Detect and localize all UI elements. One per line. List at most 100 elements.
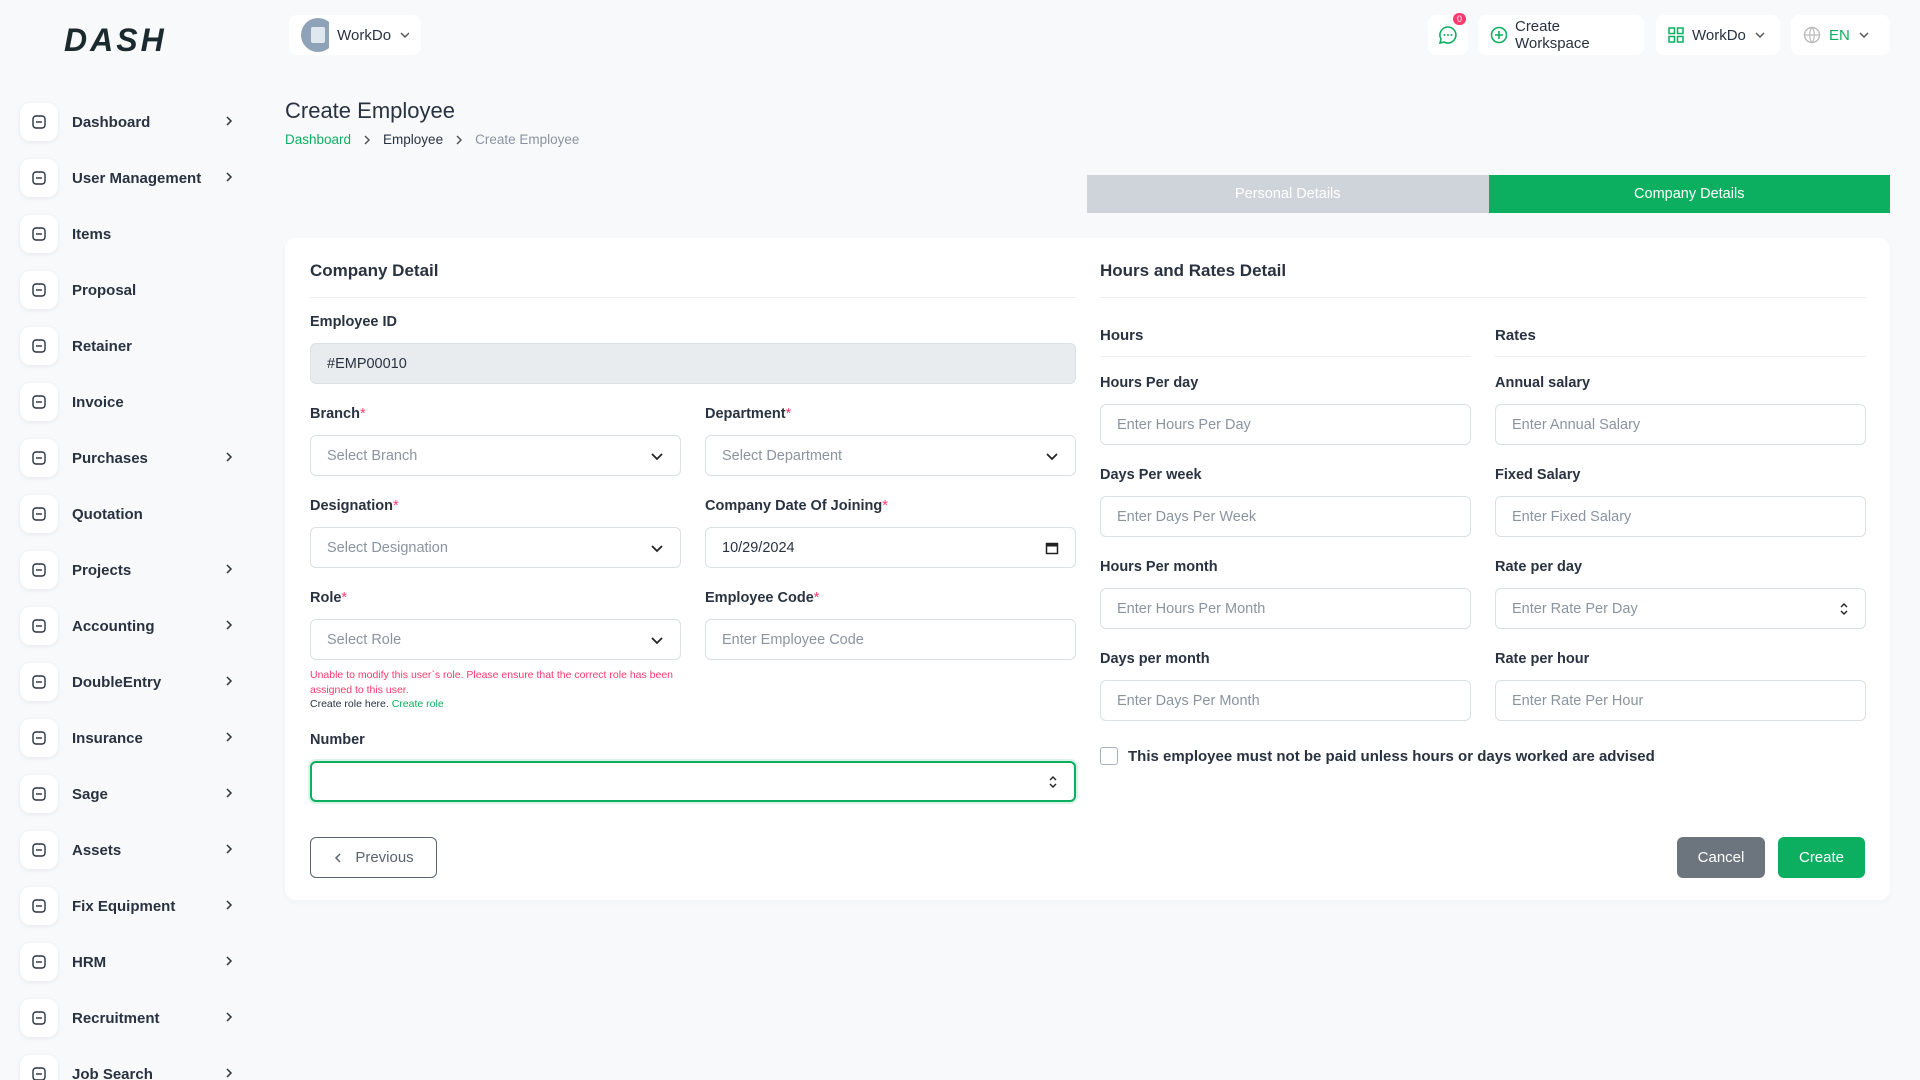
notification-count: 0 <box>1452 13 1466 25</box>
cancel-button[interactable]: Cancel <box>1677 837 1765 878</box>
field: Rate per hour Enter Rate Per Hour <box>1495 651 1866 721</box>
field: Days per month Enter Days Per Month <box>1100 651 1471 721</box>
select[interactable]: Select Designation <box>310 527 681 568</box>
field: Hours Per month Enter Hours Per Month <box>1100 559 1471 629</box>
sidebar-label: User Management <box>72 169 202 187</box>
breadcrumb-item[interactable]: Employee <box>383 132 444 147</box>
sidebar-item[interactable]: Proposal <box>20 267 235 313</box>
user-menu[interactable]: WorkDo <box>1656 15 1780 55</box>
input[interactable]: Enter Annual Salary <box>1495 404 1866 445</box>
sidebar-icon <box>20 607 58 645</box>
input[interactable]: Enter Hours Per Day <box>1100 404 1471 445</box>
create-button[interactable]: Create <box>1778 837 1865 878</box>
sidebar-item[interactable]: Sage <box>20 771 235 817</box>
placeholder: Enter Rate Per Hour <box>1512 692 1644 709</box>
placeholder: Enter Fixed Salary <box>1512 508 1632 525</box>
globe-icon <box>1803 26 1821 44</box>
input[interactable] <box>310 761 1076 802</box>
sidebar-icon <box>20 383 58 421</box>
sidebar-icon <box>20 775 58 813</box>
chevron-left <box>335 852 341 863</box>
label-text: Designation <box>310 498 393 514</box>
input[interactable]: 10/29/2024 <box>705 527 1076 568</box>
user-name: WorkDo <box>1692 26 1746 44</box>
chevron <box>226 172 233 182</box>
placeholder: Enter Rate Per Day <box>1512 600 1638 617</box>
rate-column: Rates Annual salary Enter Annual Salary Fix… <box>1495 314 1866 743</box>
breadcrumb-item[interactable]: Dashboard <box>285 132 352 147</box>
create-workspace-button[interactable]: Create Workspace <box>1478 15 1644 55</box>
select[interactable]: Select Branch <box>310 435 681 476</box>
workspace-switcher[interactable]: WorkDo <box>289 15 421 55</box>
sidebar-icon <box>20 159 58 197</box>
input[interactable]: Enter Rate Per Day <box>1495 588 1866 629</box>
sidebar-item[interactable]: Purchases <box>20 435 235 481</box>
workspace-name: WorkDo <box>337 26 392 44</box>
sidebar-icon <box>20 887 58 925</box>
notifications[interactable]: 0 <box>1428 13 1468 55</box>
sidebar-item[interactable]: User Management <box>20 155 235 201</box>
field-label: Days per month <box>1100 651 1471 671</box>
sidebar-item[interactable]: HRM <box>20 939 235 985</box>
tab[interactable]: Personal Details <box>1087 175 1489 213</box>
select[interactable]: Select Department <box>705 435 1076 476</box>
sidebar-item[interactable]: Job Search <box>20 1051 235 1080</box>
label-text: Hours Per day <box>1100 375 1199 391</box>
placeholder: Enter Hours Per Month <box>1117 600 1266 617</box>
column-title: Hours <box>1100 314 1471 357</box>
sidebar-item[interactable]: Quotation <box>20 491 235 537</box>
icon <box>32 675 46 689</box>
sidebar-item[interactable]: Recruitment <box>20 995 235 1041</box>
icon <box>32 843 46 857</box>
sidebar-item[interactable]: Retainer <box>20 323 235 369</box>
language-menu[interactable]: EN <box>1791 15 1890 55</box>
required-mark: * <box>359 406 366 422</box>
sidebar-item[interactable]: Assets <box>20 827 235 873</box>
sidebar-label: Sage <box>72 785 108 803</box>
sidebar-icon <box>20 831 58 869</box>
sidebar-item[interactable]: Insurance <box>20 715 235 761</box>
previous-button[interactable]: Previous <box>310 837 437 878</box>
sidebar-label: Invoice <box>72 393 124 411</box>
unpaid-checkbox[interactable]: This employee must not be paid unless ho… <box>1100 747 1866 765</box>
sidebar-label: HRM <box>72 953 107 971</box>
chevron <box>456 134 463 145</box>
sidebar-item[interactable]: Projects <box>20 547 235 593</box>
chevron-down <box>1046 452 1058 460</box>
sidebar-item[interactable]: Accounting <box>20 603 235 649</box>
label-text: Days per month <box>1100 651 1210 667</box>
chevron <box>226 788 233 798</box>
field: Days Per week Enter Days Per Week <box>1100 467 1471 537</box>
input[interactable]: Enter Rate Per Hour <box>1495 680 1866 721</box>
field-label: Hours Per month <box>1100 559 1471 579</box>
logo[interactable]: DASH <box>64 22 167 58</box>
input[interactable]: Enter Days Per Month <box>1100 680 1471 721</box>
field: Number <box>310 732 1076 802</box>
sidebar-label: Job Search <box>72 1065 153 1080</box>
tab[interactable]: Company Details <box>1488 175 1890 213</box>
previous-label: Previous <box>355 849 414 866</box>
sidebar-icon <box>20 327 58 365</box>
sidebar-item[interactable]: Invoice <box>20 379 235 425</box>
column-title: Rates <box>1495 314 1866 357</box>
sidebar-item[interactable]: Fix Equipment <box>20 883 235 929</box>
field-label: Hours Per day <box>1100 375 1471 395</box>
input[interactable]: Enter Fixed Salary <box>1495 496 1866 537</box>
select[interactable]: Select Role <box>310 619 681 660</box>
hint-link[interactable]: Create role <box>391 698 444 710</box>
input[interactable]: Enter Hours Per Month <box>1100 588 1471 629</box>
sidebar-icon <box>20 719 58 757</box>
input[interactable]: Enter Days Per Week <box>1100 496 1471 537</box>
sidebar-item[interactable]: DoubleEntry <box>20 659 235 705</box>
checkbox[interactable] <box>1100 747 1118 765</box>
placeholder: Select Role <box>327 631 402 648</box>
tabs: Personal Details Company Details <box>1087 175 1890 213</box>
sidebar-item[interactable]: Items <box>20 211 235 257</box>
icon <box>32 731 46 745</box>
sidebar-label: DoubleEntry <box>72 673 162 691</box>
sidebar-item[interactable]: Dashboard <box>20 99 235 145</box>
sidebar-icon <box>20 439 58 477</box>
input[interactable]: Enter Employee Code <box>705 619 1076 660</box>
chevron <box>226 452 233 462</box>
